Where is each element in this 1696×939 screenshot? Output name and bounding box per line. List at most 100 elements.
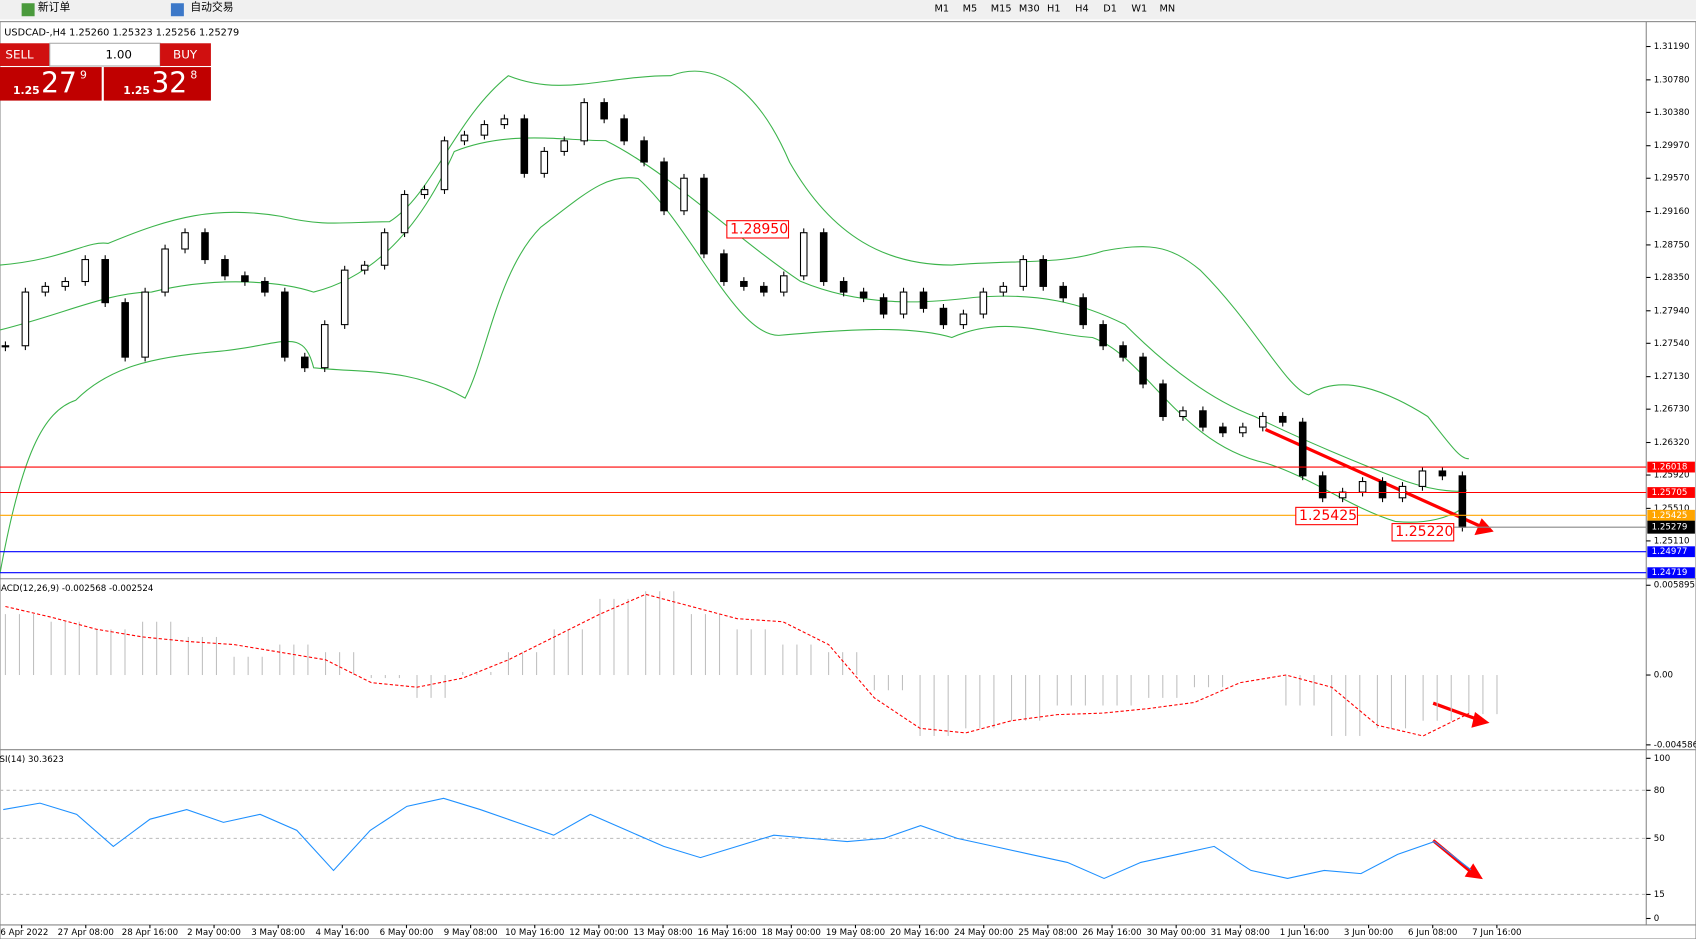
candle — [320, 324, 329, 369]
y-tick-label: 0 — [1654, 914, 1659, 924]
candle — [999, 285, 1008, 293]
candle — [620, 118, 628, 142]
candle — [201, 232, 209, 261]
time-label: 4 May 16:00 — [315, 928, 369, 938]
candle — [1458, 475, 1467, 528]
candle — [819, 232, 828, 283]
sell-price-big: 1.25 — [13, 84, 40, 97]
candle — [101, 259, 109, 304]
candle — [580, 102, 588, 142]
indicator-title: MACD(12,26,9) -0.002568 -0.002524 — [0, 584, 154, 594]
candle — [600, 102, 608, 120]
sell-price-box[interactable] — [0, 67, 102, 101]
y-tick-label: 1.25110 — [1654, 536, 1690, 546]
buy-label[interactable]: BUY — [173, 48, 198, 62]
new-order-icon[interactable] — [21, 3, 35, 17]
y-tick-label: 1.27940 — [1654, 306, 1690, 316]
time-label: 2 May 00:00 — [187, 928, 241, 938]
candle — [660, 161, 668, 212]
auto-trading-icon[interactable] — [170, 3, 184, 17]
candle — [859, 291, 868, 299]
candle — [300, 356, 309, 369]
auto-trading[interactable]: 自动交易 — [190, 0, 233, 14]
time-label: 3 May 08:00 — [251, 928, 305, 938]
candle — [41, 285, 50, 293]
candle — [1199, 410, 1207, 428]
sell-price-frac: 9 — [80, 69, 87, 82]
timeframe-button[interactable]: M30 — [1019, 4, 1040, 15]
timeframe-button[interactable]: M5 — [963, 4, 978, 15]
candle — [959, 313, 968, 326]
candle — [81, 259, 90, 283]
candle — [540, 150, 549, 174]
time-label: 16 May 16:00 — [698, 928, 757, 938]
candle — [1059, 285, 1067, 299]
candle — [380, 232, 389, 266]
toolbar — [0, 0, 1696, 20]
sell-label[interactable]: SELL — [5, 48, 34, 62]
timeframe-button[interactable]: M15 — [991, 4, 1012, 15]
y-tick-label: 1.27130 — [1654, 372, 1690, 382]
candle — [1, 345, 10, 348]
time-label: 24 May 00:00 — [954, 928, 1013, 938]
y-tick-label: 1.27540 — [1654, 339, 1690, 349]
candle — [1039, 259, 1048, 287]
candle — [560, 140, 569, 152]
buy-price-box[interactable] — [103, 67, 211, 101]
time-label: 26 May 16:00 — [1082, 928, 1141, 938]
candle — [420, 189, 429, 196]
candle — [281, 291, 289, 358]
new-order[interactable]: 新订单 — [38, 0, 71, 14]
candle — [261, 280, 269, 293]
timeframe-button[interactable]: H1 — [1047, 4, 1060, 15]
y-tick-label: 80 — [1654, 786, 1665, 796]
price-annotation-box — [726, 220, 790, 239]
time-label: 12 May 00:00 — [569, 928, 628, 938]
sell-button[interactable] — [0, 43, 50, 66]
candle — [520, 118, 529, 174]
price-level-label: 1.25425 — [1652, 511, 1688, 521]
candle — [1139, 356, 1147, 385]
candle — [400, 193, 409, 234]
lot-size[interactable]: 1.00 — [106, 48, 132, 62]
bollinger-bands — [0, 70, 1469, 574]
candle — [919, 291, 928, 309]
time-label: 1 Jun 16:00 — [1280, 928, 1329, 938]
timeframe-button[interactable]: D1 — [1103, 4, 1117, 15]
candle — [939, 307, 948, 326]
y-tick-label: 1.26320 — [1654, 438, 1690, 448]
candle — [440, 140, 449, 191]
candle — [899, 291, 908, 315]
timeframe-button[interactable]: W1 — [1131, 4, 1147, 15]
timeframe-button[interactable]: MN — [1160, 4, 1176, 15]
price-level-label: 1.26018 — [1652, 463, 1688, 473]
buy-button[interactable] — [160, 43, 211, 66]
candle — [141, 291, 149, 358]
y-tick-label: 1.25510 — [1654, 504, 1690, 514]
candle — [839, 280, 848, 293]
y-tick-label: 50 — [1654, 834, 1665, 844]
candle — [241, 275, 249, 283]
candle — [161, 248, 169, 293]
candle — [760, 285, 768, 293]
candle — [1019, 259, 1028, 287]
y-tick-label: 1.28350 — [1654, 273, 1690, 283]
timeframe-button[interactable]: H4 — [1075, 4, 1088, 15]
y-tick-label: 1.26730 — [1654, 405, 1690, 415]
price-annotation-box — [1295, 506, 1358, 526]
time-label: 26 Apr 2022 — [0, 928, 48, 938]
y-tick-label: 1.29160 — [1654, 207, 1690, 217]
candle — [700, 177, 708, 255]
time-label: 28 Apr 16:00 — [122, 928, 178, 938]
y-tick-label: -0.004586 — [1654, 740, 1696, 750]
time-label: 6 May 00:00 — [380, 928, 434, 938]
price-level-tag — [1647, 461, 1695, 473]
candle — [1298, 421, 1307, 477]
time-label: 13 May 08:00 — [633, 928, 692, 938]
timeframe-button[interactable]: M1 — [935, 4, 950, 15]
last-price-tag — [1647, 520, 1695, 534]
y-tick-label: 15 — [1654, 890, 1665, 900]
price-level-label: 1.25705 — [1652, 488, 1688, 498]
price-annotation: 1.25220 — [1395, 524, 1453, 540]
